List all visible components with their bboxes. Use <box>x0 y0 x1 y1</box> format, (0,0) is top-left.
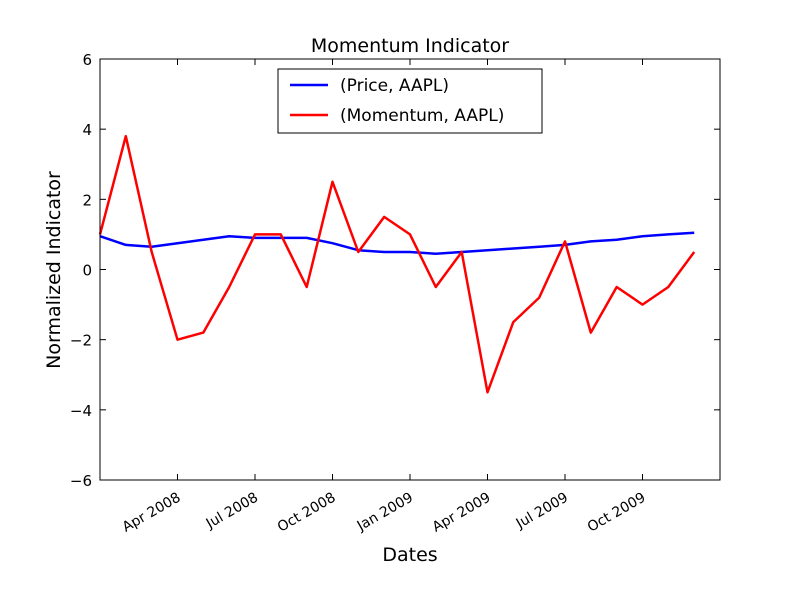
y-tick-label: 4 <box>82 121 92 139</box>
y-axis-label: Normalized Indicator <box>43 171 65 369</box>
y-tick-label: 0 <box>82 262 92 280</box>
legend-box <box>277 68 543 134</box>
legend: (Price, AAPL) (Momentum, AAPL) <box>277 68 543 134</box>
plot-frame <box>99 58 721 481</box>
y-tick-label: −6 <box>70 472 92 490</box>
y-tick-label: −2 <box>70 332 92 350</box>
series-line <box>98 134 696 394</box>
legend-label: (Price, AAPL) <box>340 76 449 96</box>
x-axis-label: Dates <box>382 544 437 566</box>
y-tick-label: −4 <box>70 402 92 420</box>
chart-title: Momentum Indicator <box>311 35 509 57</box>
y-tick-label: 6 <box>82 51 92 69</box>
series-line <box>99 231 695 255</box>
legend-label: (Momentum, AAPL) <box>340 106 504 126</box>
y-tick-label: 2 <box>82 191 92 209</box>
